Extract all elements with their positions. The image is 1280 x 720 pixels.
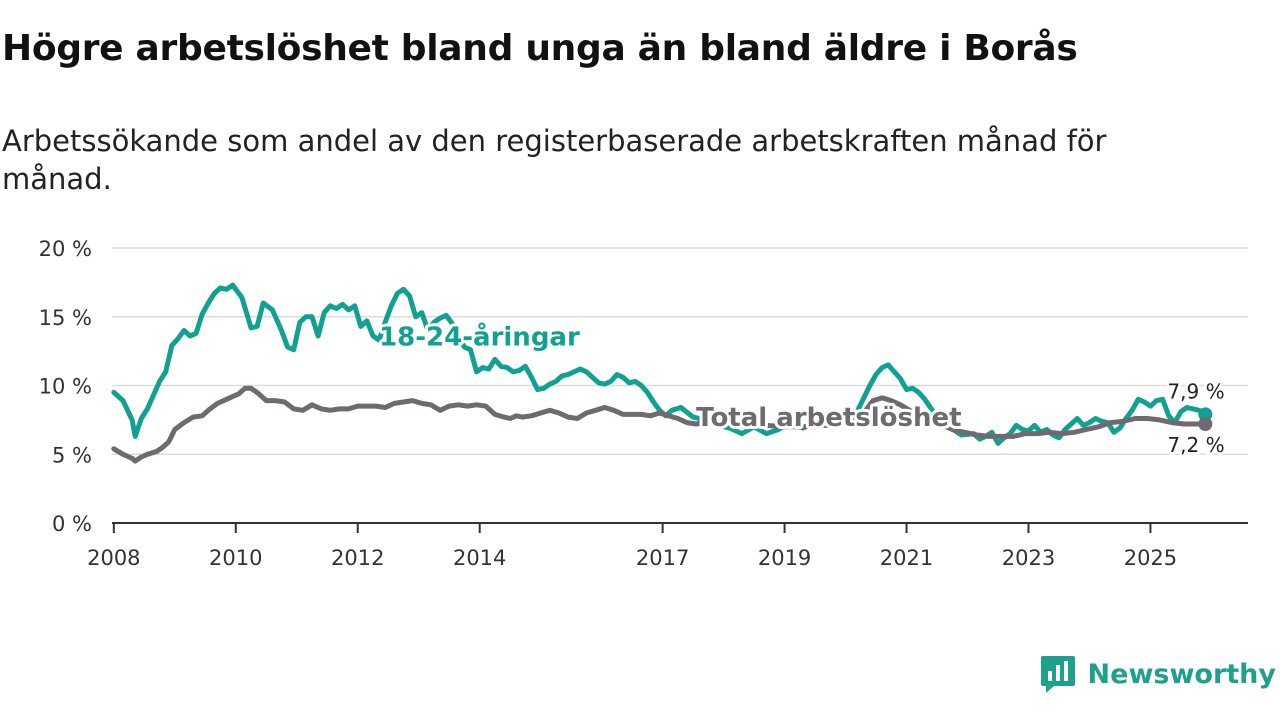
brand-name: Newsworthy bbox=[1087, 658, 1276, 690]
x-axis-ticks: 2008 2010 2012 2014 2017 2019 2021 2023 2025 bbox=[87, 523, 1177, 570]
youth-series-line bbox=[111, 282, 1208, 446]
y-axis-ticks: 0 % 5 % 10 % 15 % 20 % bbox=[39, 237, 92, 536]
youth-end-label: 7,9 % bbox=[1167, 379, 1224, 403]
x-tick-label: 2010 bbox=[209, 546, 262, 570]
newsworthy-logo: Newsworthy bbox=[1040, 654, 1276, 694]
total-end-label: 7,2 % bbox=[1167, 433, 1224, 457]
total-series-label: Total arbetslöshet bbox=[696, 403, 961, 433]
y-tick-label: 5 % bbox=[52, 443, 92, 467]
x-tick-label: 2025 bbox=[1124, 546, 1177, 570]
x-tick-label: 2021 bbox=[880, 546, 933, 570]
y-tick-label: 15 % bbox=[39, 306, 92, 330]
total-series-line bbox=[111, 385, 1208, 464]
y-tick-label: 10 % bbox=[39, 375, 92, 399]
series-labels: 18-24-åringar Total arbetslöshet 7,9 % 7,2 … bbox=[376, 318, 1227, 460]
youth-end-point bbox=[1198, 407, 1213, 422]
x-tick-label: 2014 bbox=[453, 546, 506, 570]
x-tick-label: 2017 bbox=[636, 546, 689, 570]
x-tick-label: 2008 bbox=[87, 546, 140, 570]
gridlines bbox=[112, 247, 1248, 524]
chart-title: Högre arbetslöshet bland unga än bland ä… bbox=[2, 28, 1078, 69]
youth-series-label: 18-24-åringar bbox=[379, 321, 580, 353]
x-tick-label: 2012 bbox=[331, 546, 384, 570]
series-lines bbox=[111, 282, 1213, 464]
y-tick-label: 20 % bbox=[39, 237, 92, 261]
x-tick-label: 2019 bbox=[758, 546, 811, 570]
total-end-point bbox=[1198, 417, 1213, 431]
x-tick-label: 2023 bbox=[1002, 546, 1055, 570]
y-tick-label: 0 % bbox=[52, 512, 92, 536]
newsworthy-icon bbox=[1040, 656, 1075, 693]
chart-subtitle: Arbetssökande som andel av den registerb… bbox=[2, 124, 1107, 196]
